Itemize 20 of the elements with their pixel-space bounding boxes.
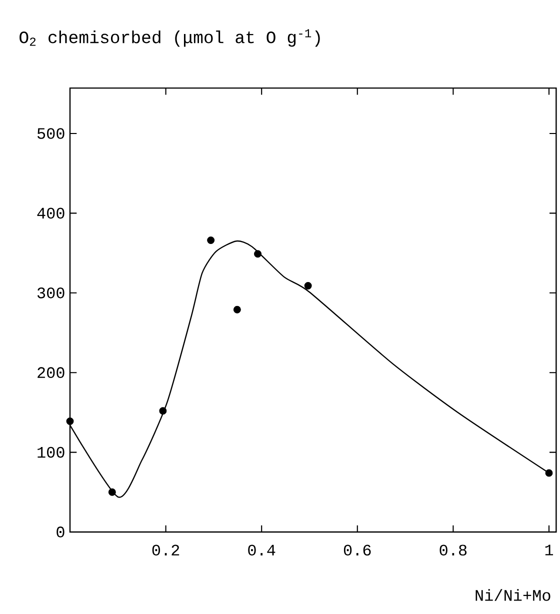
- x-axis-title: Ni/Ni+Mo: [476, 589, 550, 601]
- point: [254, 250, 262, 258]
- y-tick-label: 300: [37, 287, 64, 298]
- x-tick-label: 0.8: [440, 544, 467, 556]
- point: [66, 417, 74, 425]
- y-tick-label: 100: [38, 446, 64, 458]
- y-tick-label: 400: [37, 208, 64, 219]
- x-tick-label: 0.2: [152, 544, 180, 556]
- point: [108, 488, 116, 496]
- x-tick-label: 1: [545, 544, 554, 556]
- x-tick-label: 0.4: [248, 544, 276, 556]
- point: [304, 282, 312, 290]
- y-tick-label: 500: [37, 128, 64, 139]
- point: [159, 407, 167, 415]
- y-tick-label: 0: [56, 526, 64, 538]
- x-tick-label: 0.6: [344, 544, 371, 556]
- chart-title: O$_{2}$ chemisorbed (μmol at O g$^{-1}$): [20, 29, 320, 47]
- point: [207, 236, 215, 244]
- y-tick-label: 200: [38, 367, 64, 378]
- point: [233, 306, 241, 314]
